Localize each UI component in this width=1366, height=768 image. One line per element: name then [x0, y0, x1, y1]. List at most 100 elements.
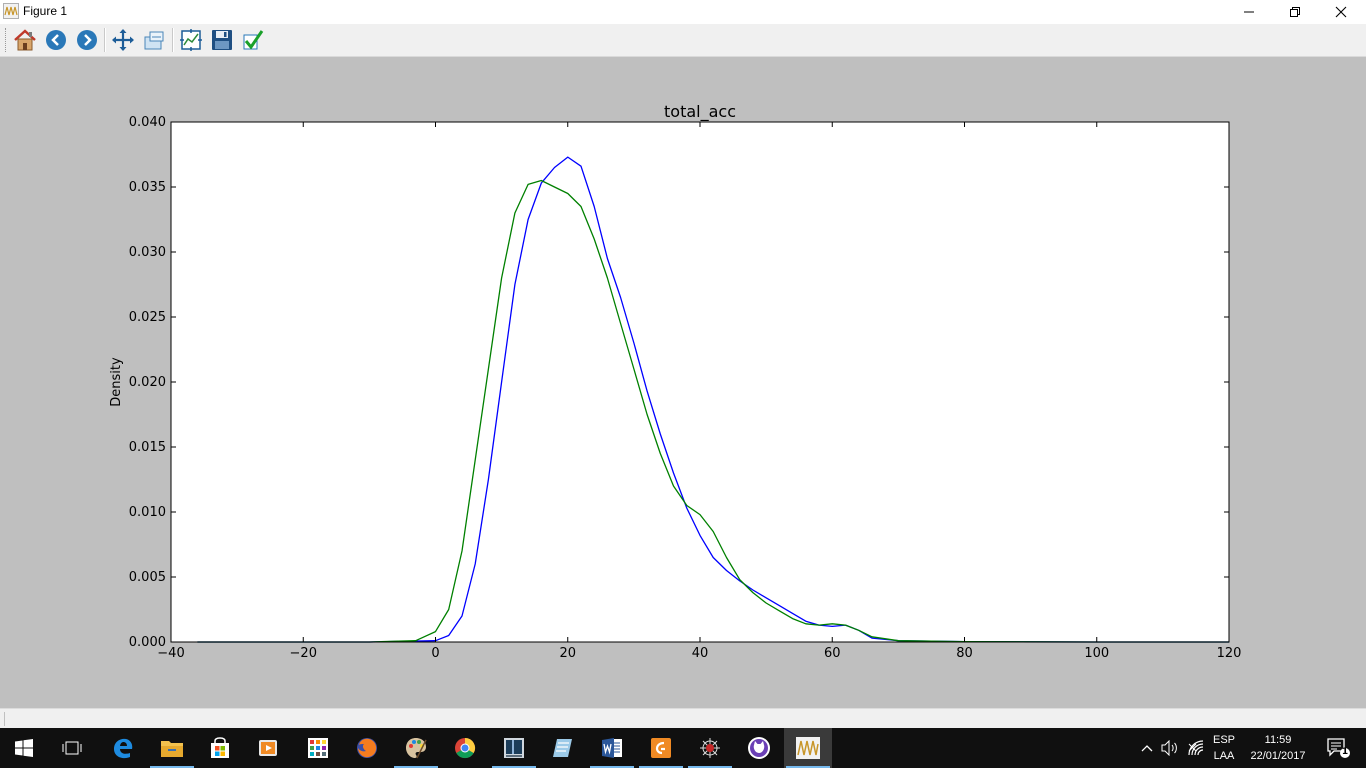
taskbar-chrome[interactable] [441, 728, 489, 768]
taskbar-ide[interactable] [490, 728, 538, 768]
notes-icon [553, 739, 572, 757]
y-tick-label: 0.015 [129, 440, 166, 455]
axes-background [171, 122, 1229, 642]
taskbar: ESP LAA 11:59 22/01/2017 1 [0, 728, 1366, 768]
x-tick-label: −40 [157, 646, 184, 661]
notification-icon [1327, 738, 1350, 758]
toolbar-separator [104, 28, 106, 52]
paint-palette-icon [406, 738, 427, 759]
figure-app-icon [3, 3, 19, 19]
y-tick-label: 0.005 [129, 570, 166, 585]
running-indicator [394, 766, 438, 768]
y-tick-label: 0.000 [129, 635, 166, 650]
y-tick-label: 0.020 [129, 375, 166, 390]
taskbar-media-player[interactable] [244, 728, 292, 768]
clock-time: 11:59 [1264, 734, 1292, 746]
taskbar-edge[interactable] [99, 728, 147, 768]
cat-icon [748, 737, 770, 759]
taskbar-word[interactable] [588, 728, 636, 768]
close-icon [1335, 6, 1347, 18]
taskbar-notes[interactable] [539, 728, 587, 768]
spider-icon [700, 738, 720, 758]
x-tick-label: 40 [692, 646, 709, 661]
speaker-icon [1161, 740, 1177, 756]
keyboard-layout: LAA [1213, 750, 1235, 762]
series-layer [197, 156, 1229, 643]
action-center-button[interactable]: 1 [1318, 728, 1358, 768]
x-tick-label: 100 [1084, 646, 1109, 661]
y-tick-label: 0.010 [129, 505, 166, 520]
input-language-indicator[interactable]: ESP LAA [1210, 732, 1238, 764]
restore-icon [1290, 7, 1300, 17]
navigation-toolbar [0, 24, 1366, 57]
home-button[interactable] [12, 27, 38, 53]
running-indicator [688, 766, 732, 768]
taskbar-firefox[interactable] [343, 728, 391, 768]
taskbar-file-explorer[interactable] [148, 728, 196, 768]
pan-button[interactable] [110, 27, 136, 53]
forward-button[interactable] [74, 27, 100, 53]
task-view-button[interactable] [48, 728, 96, 768]
back-arrow-icon [46, 30, 66, 50]
wifi-icon [1188, 740, 1204, 756]
running-indicator [639, 766, 683, 768]
minimize-icon [1244, 11, 1254, 13]
chart-title: total_acc [664, 102, 736, 122]
media-player-icon [259, 740, 277, 756]
minimize-button[interactable] [1226, 0, 1272, 24]
taskbar-cat[interactable] [735, 728, 783, 768]
y-tick-label: 0.035 [129, 180, 166, 195]
zoom-button[interactable] [141, 27, 167, 53]
ide-icon [504, 738, 524, 758]
series-line-2 [197, 179, 1229, 643]
x-tick-label: 0 [431, 646, 439, 661]
taskbar-spider[interactable] [686, 728, 734, 768]
title-bar: Figure 1 [0, 0, 1366, 24]
network-button[interactable] [1186, 728, 1206, 768]
y-axis: 0.000 0.005 0.010 0.015 0.020 0.025 0.030 0.035… [129, 115, 1229, 650]
figure-canvas[interactable]: −40 −20 0 20 40 60 80 100 120 0.000 0.005 0.010 0.0… [0, 57, 1366, 708]
edit-button[interactable] [240, 27, 266, 53]
taskbar-pdf[interactable] [637, 728, 685, 768]
toolbar-grip [5, 28, 9, 52]
back-button[interactable] [43, 27, 69, 53]
clock-date: 22/01/2017 [1250, 750, 1306, 762]
x-tick-label: −20 [290, 646, 317, 661]
taskbar-figure[interactable] [784, 728, 832, 768]
app-grid-icon [308, 738, 328, 758]
show-hidden-icons-button[interactable] [1138, 728, 1156, 768]
restore-button[interactable] [1272, 0, 1318, 24]
taskbar-paint[interactable] [392, 728, 440, 768]
notification-count: 1 [1341, 747, 1349, 757]
x-tick-label: 80 [956, 646, 973, 661]
clock[interactable]: 11:59 22/01/2017 [1246, 732, 1310, 764]
folder-icon [161, 741, 183, 757]
y-tick-label: 0.040 [129, 115, 166, 130]
running-indicator [492, 766, 536, 768]
start-button[interactable] [0, 728, 48, 768]
plot-svg: −40 −20 0 20 40 60 80 100 120 0.0000.0050.0100.0… [109, 102, 1242, 661]
home-icon [14, 29, 36, 51]
subplots-button[interactable] [178, 27, 204, 53]
chrome-icon [455, 737, 476, 759]
window-title: Figure 1 [23, 4, 68, 18]
taskbar-store[interactable] [196, 728, 244, 768]
y-axis-label: Density [109, 357, 124, 407]
firefox-icon [357, 738, 377, 758]
save-button[interactable] [209, 27, 235, 53]
windows-start-icon [15, 739, 33, 757]
store-icon [211, 737, 229, 758]
floppy-disk-icon [212, 30, 232, 50]
close-button[interactable] [1318, 0, 1364, 24]
status-bar [0, 708, 1366, 729]
word-icon [602, 738, 622, 758]
taskbar-app-grid[interactable] [294, 728, 342, 768]
volume-button[interactable] [1160, 728, 1180, 768]
figure-icon [796, 737, 820, 759]
series-line-1 [197, 156, 1229, 643]
pan-arrows-icon [112, 29, 134, 51]
x-tick-label: 120 [1217, 646, 1242, 661]
edge-icon [114, 738, 133, 759]
x-tick-label: 60 [824, 646, 841, 661]
forward-arrow-icon [77, 30, 97, 50]
